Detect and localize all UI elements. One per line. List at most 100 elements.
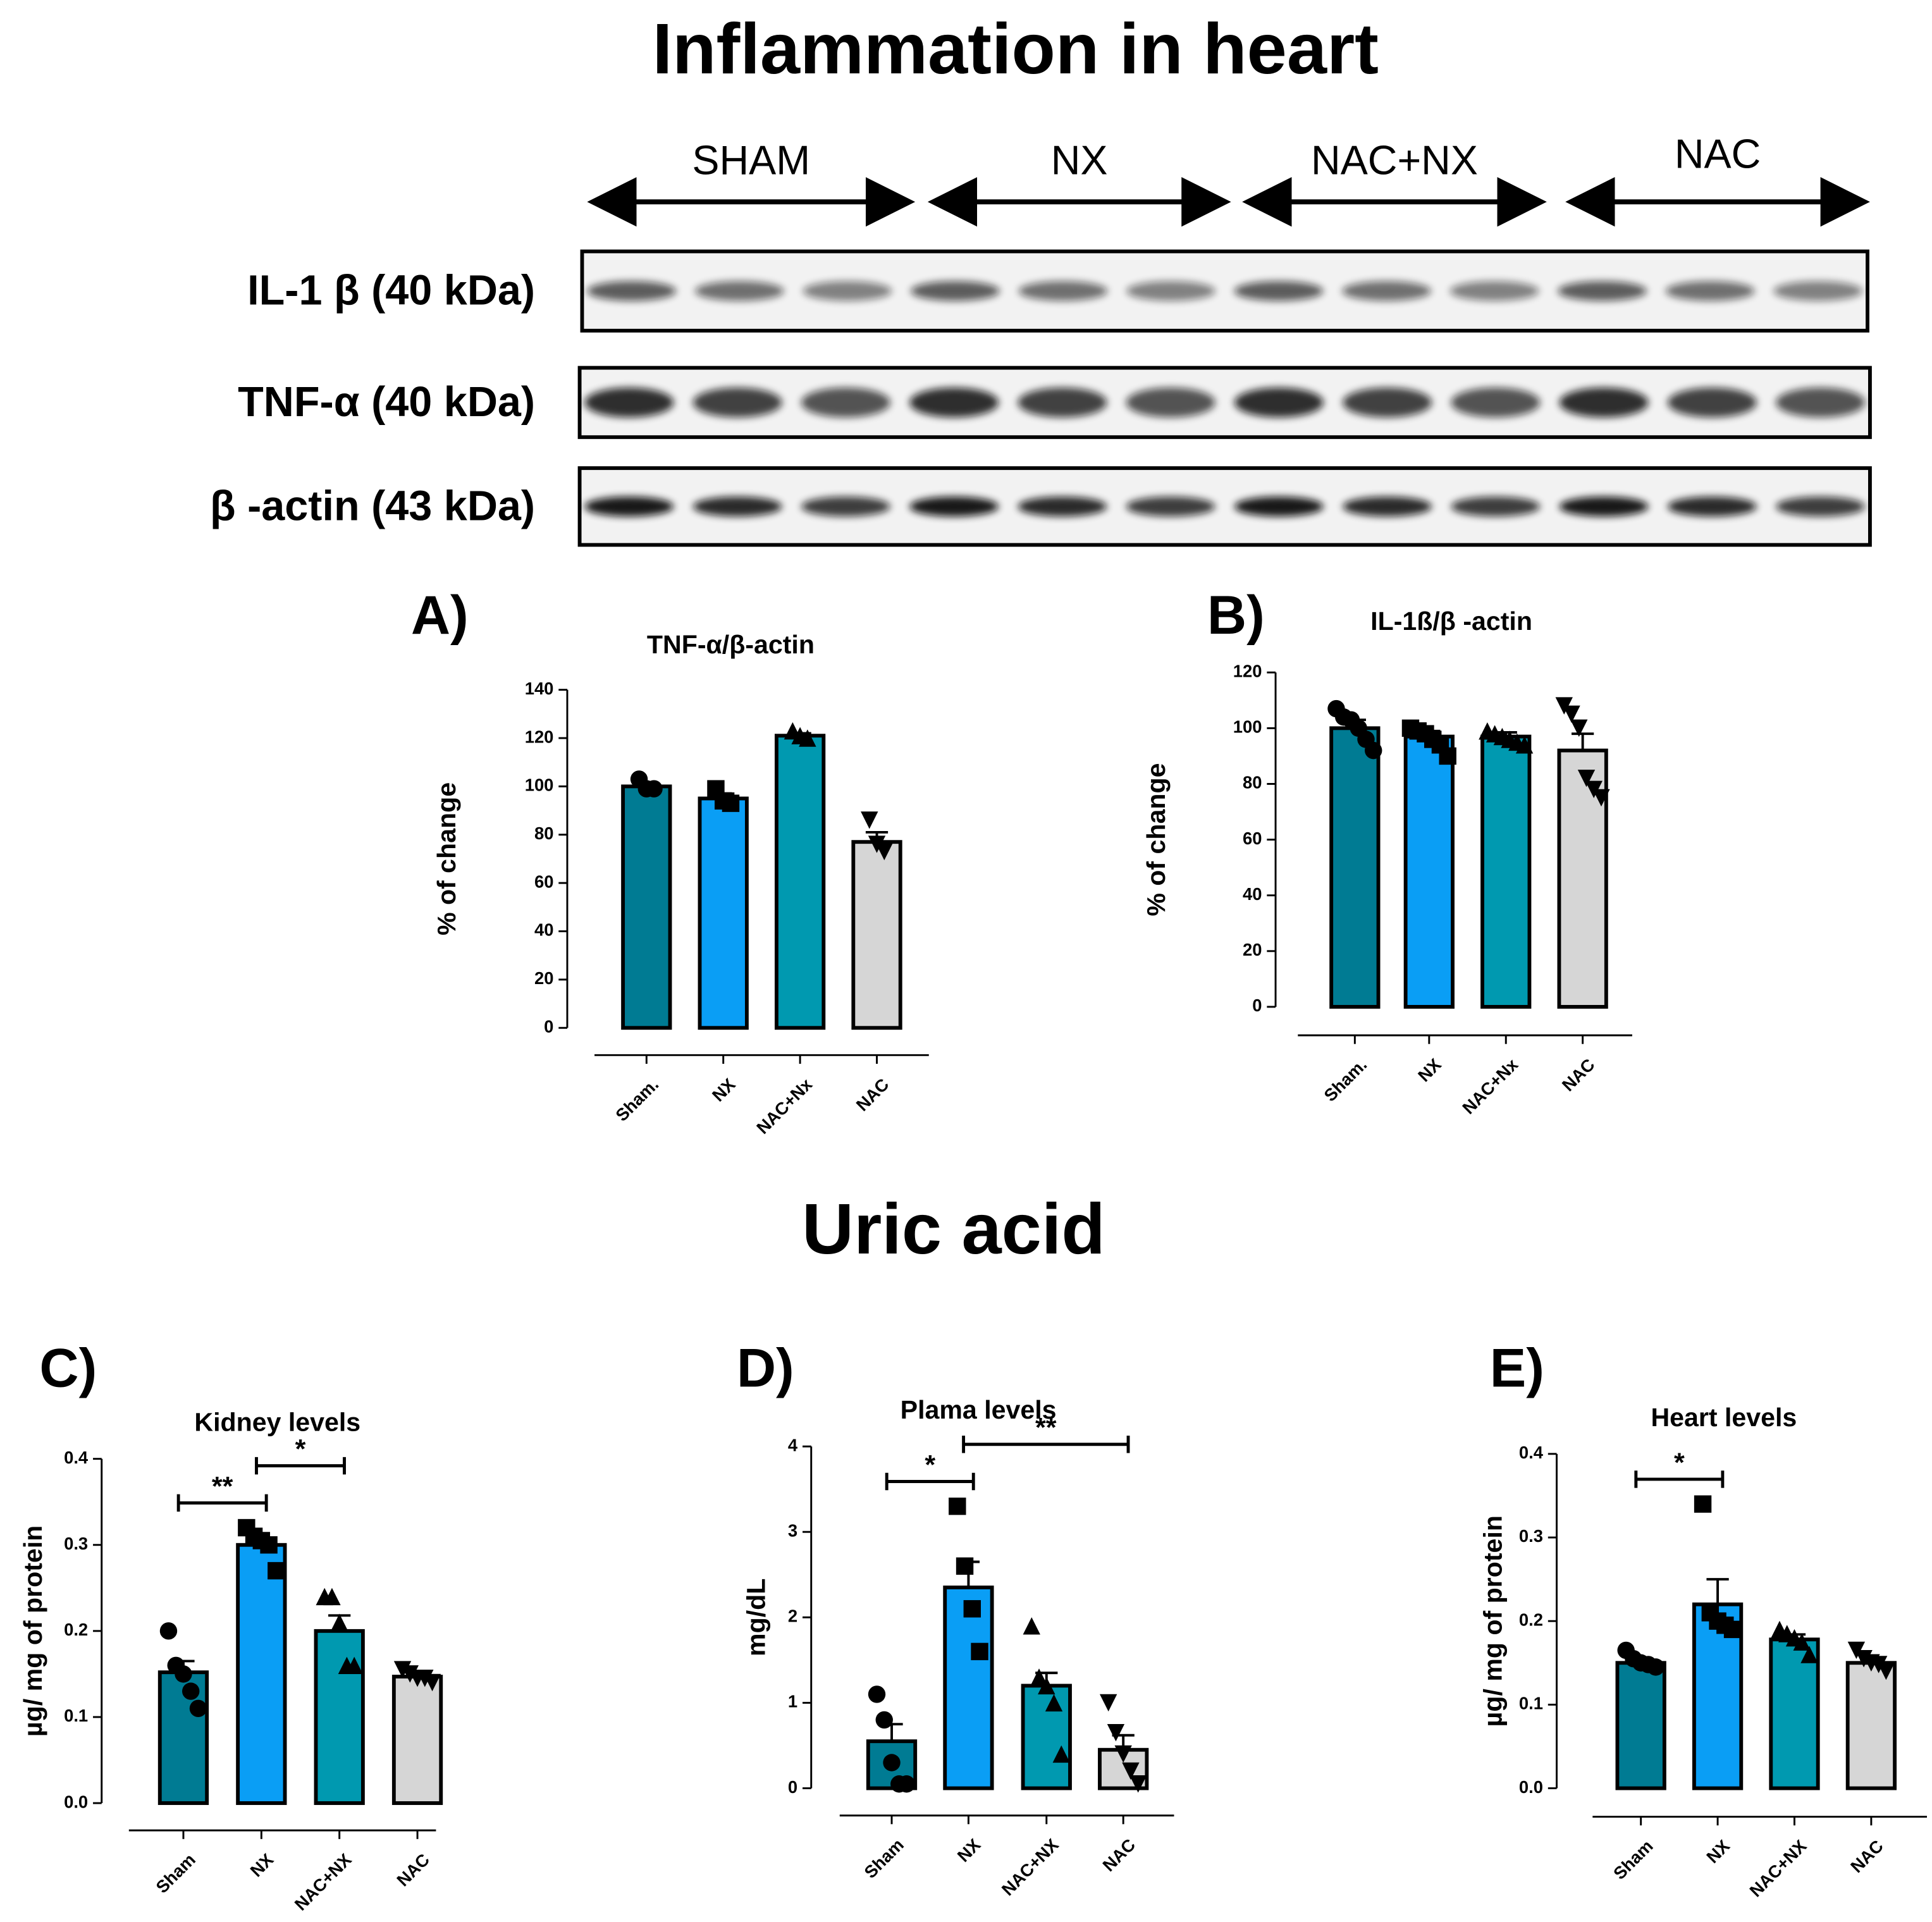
chart-title: Heart levels — [1651, 1403, 1797, 1432]
data-point — [963, 1600, 981, 1618]
bar — [1480, 734, 1532, 1009]
data-point — [971, 1642, 988, 1661]
blot-band — [909, 496, 999, 517]
y-tick-label: 60 — [1243, 829, 1262, 848]
x-tick-label: NX — [708, 1074, 739, 1105]
blot-band — [1449, 281, 1539, 301]
bar — [1557, 748, 1608, 1009]
data-point — [1800, 1646, 1818, 1663]
data-point — [1030, 1668, 1048, 1686]
data-point — [1439, 747, 1456, 765]
error-bar — [1706, 1578, 1729, 1605]
data-point — [868, 1685, 886, 1703]
panel-label: D) — [737, 1338, 794, 1398]
y-tick-label: 0.2 — [1519, 1610, 1543, 1629]
significance-bracket — [885, 1472, 975, 1491]
significance-label: * — [295, 1434, 306, 1465]
bar — [851, 840, 902, 1030]
blot-band — [584, 496, 674, 517]
bar — [236, 1543, 287, 1805]
blot-band — [1018, 496, 1107, 517]
blot-band — [1776, 387, 1866, 417]
significance-label: ** — [1035, 1413, 1057, 1443]
data-point — [1563, 705, 1580, 724]
chart: A) TNF-α/β-actin % of change 0 20 40 60 80 100 12… — [411, 585, 929, 1138]
x-tick-label: NAC+Nx — [1458, 1054, 1522, 1118]
data-point — [345, 1656, 363, 1674]
data-point — [1114, 1745, 1132, 1763]
group-label: NX — [1051, 138, 1108, 183]
blot-band — [692, 496, 782, 517]
group-label: NAC — [1675, 132, 1761, 177]
x-tick-label: NAC+NX — [291, 1849, 356, 1914]
data-point — [949, 1497, 966, 1515]
panel-label: A) — [411, 585, 469, 646]
y-tick-label: 100 — [1233, 717, 1262, 737]
blot-band — [1234, 281, 1324, 301]
blot-band — [1018, 281, 1108, 301]
data-point — [330, 1613, 348, 1631]
y-tick-label: 0.4 — [64, 1448, 89, 1467]
data-point — [883, 1754, 901, 1771]
bar — [1769, 1637, 1820, 1790]
data-point — [799, 729, 816, 747]
x-tick-label: NX — [247, 1849, 278, 1880]
y-tick-label: 80 — [1243, 773, 1262, 792]
blot-band — [1018, 387, 1107, 417]
x-tick-label: Sham. — [612, 1075, 662, 1125]
blot-band — [1773, 281, 1863, 301]
bar — [698, 796, 749, 1030]
x-tick-label: Sham — [860, 1835, 908, 1882]
heading: Uric acid — [802, 1189, 1105, 1269]
data-point — [1365, 741, 1382, 760]
data-point — [1793, 1633, 1811, 1651]
bar — [621, 784, 672, 1030]
row-label: TNF-α (40 kDa) — [238, 379, 535, 426]
y-tick-label: 2 — [788, 1606, 797, 1626]
data-point — [1045, 1694, 1063, 1712]
data-point — [1694, 1495, 1712, 1513]
blot-band — [801, 496, 890, 517]
data-point — [645, 780, 663, 798]
x-tick-label: NAC+NX — [998, 1835, 1063, 1900]
chart-title: TNF-α/β-actin — [647, 630, 815, 659]
data-point — [1122, 1762, 1140, 1780]
y-tick-label: 0.1 — [64, 1706, 88, 1725]
bar — [774, 734, 826, 1030]
significance-bracket — [176, 1494, 268, 1512]
blot-band — [1234, 496, 1324, 517]
x-tick-label: NAC — [1558, 1054, 1599, 1095]
blot-band — [1559, 387, 1649, 417]
data-point — [159, 1622, 178, 1640]
blot-band — [1126, 281, 1215, 301]
data-point — [1099, 1694, 1117, 1712]
x-tick-label: Sham — [1609, 1836, 1657, 1883]
blot-band — [1126, 496, 1215, 517]
panel-label: B) — [1207, 585, 1265, 646]
blot-band — [1343, 387, 1432, 417]
blot-band — [692, 387, 782, 417]
blot-band — [1342, 281, 1432, 301]
significance-label: * — [925, 1450, 935, 1480]
x-tick-label: NX — [1414, 1054, 1445, 1085]
y-tick-label: 4 — [788, 1435, 798, 1455]
y-tick-label: 0.3 — [64, 1534, 88, 1553]
x-tick-label: Sham — [152, 1850, 199, 1897]
y-tick-label: 120 — [525, 727, 554, 746]
y-tick-label: 20 — [534, 968, 553, 988]
chart-title: Plama levels — [901, 1395, 1057, 1424]
data-point — [1647, 1658, 1664, 1676]
data-point — [875, 842, 893, 861]
blot-band — [694, 281, 784, 301]
y-tick-label: 40 — [1243, 884, 1262, 904]
bar — [1403, 734, 1455, 1009]
y-axis-label: µg/ mg of protein — [18, 1525, 47, 1737]
y-tick-label: 0 — [544, 1016, 553, 1036]
blot-band — [910, 281, 1000, 301]
blot-band — [1451, 387, 1541, 417]
y-tick-label: 0.1 — [1519, 1694, 1543, 1713]
error-bar — [1572, 732, 1594, 751]
blot-band — [803, 281, 892, 301]
chart: C) Kidney levels µg/ mg of protein 0.0 0.1 0.… — [18, 1338, 443, 1914]
